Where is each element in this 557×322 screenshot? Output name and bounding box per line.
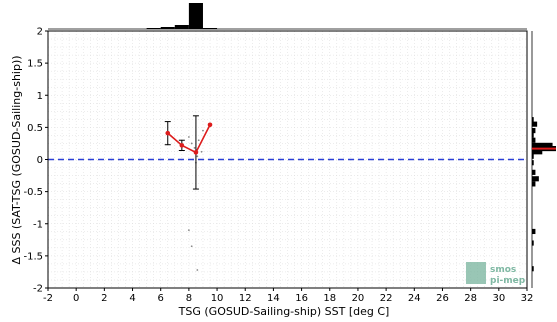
mean-point [179, 143, 185, 148]
x-tick-label: 20 [352, 293, 365, 304]
top-histogram-bar [174, 25, 189, 29]
x-tick-label: 30 [492, 293, 505, 304]
scatter-point [197, 139, 200, 142]
scatter-point [200, 150, 203, 153]
y-tick-label: -1 [33, 219, 43, 230]
right-histogram-bar [532, 240, 534, 246]
x-tick-label: 12 [239, 293, 252, 304]
y-tick-label: 0 [37, 155, 43, 166]
x-tick-label: 0 [73, 293, 79, 304]
mean-point [193, 150, 199, 155]
smos-pimep-logo: smos pi-mep [466, 262, 526, 286]
x-tick-label: 4 [129, 293, 135, 304]
y-tick-label: -2 [33, 284, 43, 295]
right-histogram-bar [532, 149, 543, 155]
top-histogram-bar [160, 27, 175, 29]
x-tick-label: 8 [186, 293, 192, 304]
x-tick-label: -2 [43, 293, 53, 304]
top-histogram-bar [146, 28, 161, 29]
y-tick-label: 0.5 [27, 123, 43, 134]
right-histogram-bar [532, 132, 534, 138]
x-tick-label: 10 [211, 293, 224, 304]
right-histogram-bar [532, 160, 534, 166]
scatter-point [193, 147, 196, 149]
right-histogram-bar [532, 228, 536, 235]
x-tick-label: 24 [408, 293, 421, 304]
right-histogram-bar [532, 176, 539, 182]
y-tick-label: 1.5 [27, 59, 43, 70]
scatter-point [196, 269, 199, 271]
scatter-point [187, 136, 190, 138]
y-tick-label: -0.5 [23, 187, 43, 198]
scatter-point [196, 155, 199, 158]
right-histogram-bar [532, 153, 534, 159]
mean-point [165, 130, 171, 136]
logo-line2: pi-mep [490, 276, 526, 286]
right-histogram-bar [532, 121, 538, 127]
right-histogram-bar [532, 142, 553, 148]
x-tick-label: 22 [380, 293, 393, 304]
mean-series [164, 115, 213, 190]
y-tick-label: 1 [37, 91, 43, 102]
x-tick-label: 6 [158, 293, 164, 304]
x-tick-label: 26 [436, 293, 449, 304]
x-axis-label: TSG (GOSUD-Sailing-ship) SST [deg C] [178, 305, 390, 318]
right-histogram-bar [532, 181, 536, 187]
scatter-point [187, 229, 190, 232]
mean-point [207, 122, 213, 128]
top-histogram-bar [188, 3, 203, 29]
y-axis: 2 1.5 1 0.5 0 -0.5 -1 -1.5 -2 [23, 27, 48, 295]
top-histogram-bar [202, 28, 218, 29]
scatter-point [202, 129, 204, 132]
x-tick-label: 18 [323, 293, 336, 304]
scatter-point [190, 142, 193, 145]
logo-line1: smos [490, 265, 516, 275]
right-histogram-bar [532, 137, 536, 143]
x-tick-label: 14 [267, 293, 280, 304]
y-axis-label: Δ SSS (SAT-TSG (GOSUD-Sailing-ship)) [10, 55, 23, 264]
right-histogram-bar [532, 266, 534, 272]
mean-series-line [167, 124, 211, 154]
x-tick-label: 32 [521, 293, 534, 304]
right-histogram-bar [532, 169, 536, 175]
x-tick-label: 2 [101, 293, 107, 304]
top-histogram [48, 3, 527, 30]
right-histogram-bar [532, 128, 536, 134]
right-histogram [531, 31, 556, 288]
x-tick-label: 16 [295, 293, 308, 304]
x-tick-label: 28 [464, 293, 477, 304]
scatter-point [190, 245, 193, 248]
y-tick-label: 2 [37, 27, 43, 38]
x-axis: -2 0 2 4 6 8 10 12 14 16 18 20 22 24 26 28 30 32 [43, 288, 533, 304]
right-histogram-bar [532, 117, 534, 123]
logo-mark [466, 262, 486, 284]
y-tick-label: -1.5 [23, 251, 43, 262]
